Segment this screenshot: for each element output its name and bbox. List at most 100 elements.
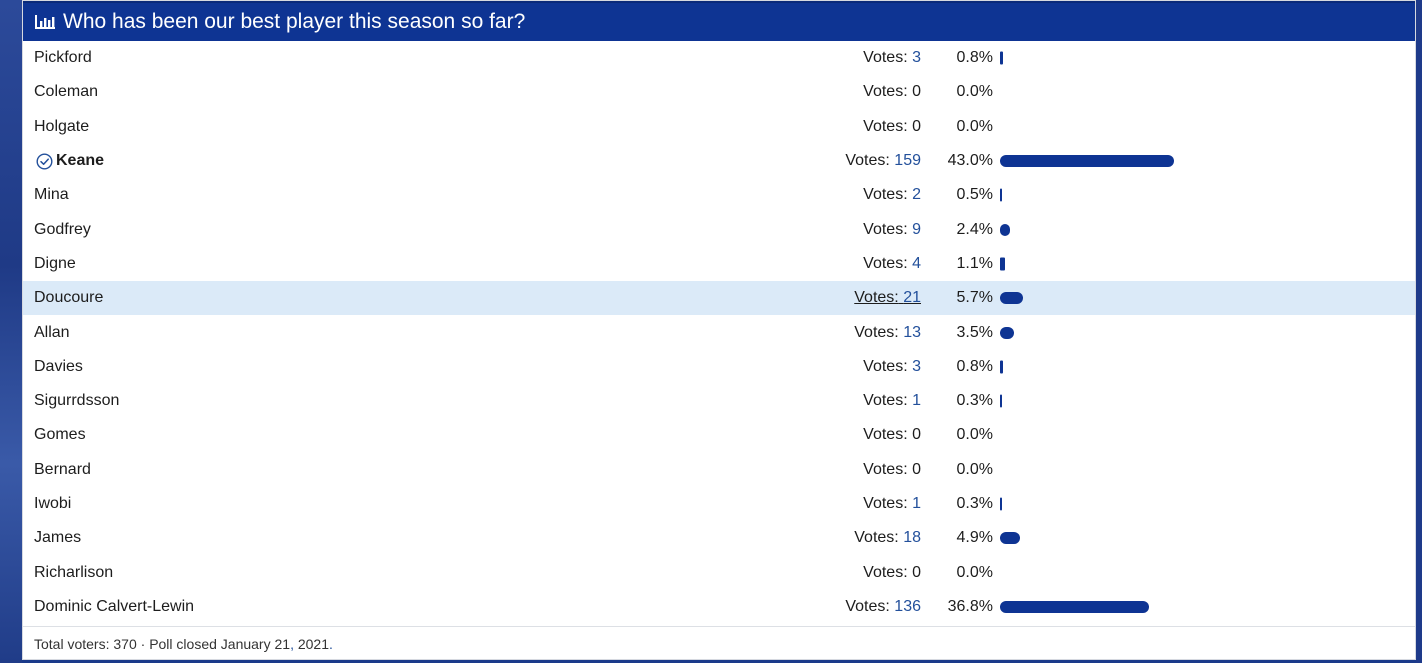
option-votes-link[interactable]: Votes: 13 (854, 324, 921, 342)
poll-option-row: Holgate Votes: 0 0.0% (23, 110, 1415, 144)
page-background (0, 0, 22, 663)
option-name: Digne (34, 255, 76, 273)
votes-label: Votes: (863, 254, 908, 272)
votes-label: Votes: (863, 117, 908, 135)
poll-option-row: Allan Votes: 13 3.5% (23, 315, 1415, 349)
option-label: Iwobi (34, 495, 72, 512)
option-percent: 0.8% (956, 357, 993, 375)
option-result-bar (1000, 532, 1020, 545)
poll-title: Who has been our best player this season… (63, 10, 526, 33)
poll-block: Who has been our best player this season… (22, 0, 1416, 660)
option-result-bar (1000, 223, 1010, 236)
votes-count: 0 (912, 563, 921, 581)
votes-label: Votes: (863, 83, 908, 101)
option-votes-link[interactable]: Votes: 21 (854, 289, 921, 307)
bar-chart-icon (34, 12, 56, 29)
option-result-bar (1000, 360, 1004, 374)
option-name: Bernard (34, 461, 91, 479)
option-name: Gomes (34, 426, 86, 444)
option-votes-link[interactable]: Votes: 9 (863, 221, 921, 239)
voted-check-icon (36, 153, 53, 170)
option-votes-link[interactable]: Votes: 3 (863, 358, 921, 376)
option-name: Pickford (34, 49, 92, 67)
votes-count: 0 (912, 460, 921, 478)
footer-separator: · (136, 636, 150, 652)
votes-count: 1 (912, 495, 921, 512)
option-percent: 4.9% (956, 529, 993, 547)
option-votes-link[interactable]: Votes: 1 (863, 495, 921, 513)
votes-count: 9 (912, 220, 921, 238)
option-percent: 0.5% (956, 186, 993, 204)
option-label: Digne (34, 254, 76, 272)
option-name: Coleman (34, 83, 98, 101)
option-label: Bernard (34, 460, 91, 478)
total-voters: Total voters: 370 (34, 636, 137, 652)
votes-label: Votes: (863, 460, 908, 478)
option-votes-link: Votes: 0 (863, 461, 921, 479)
option-label: James (34, 529, 82, 547)
option-result-bar (1000, 292, 1024, 305)
option-percent: 0.0% (956, 83, 993, 101)
votes-count: 0 (912, 426, 921, 444)
option-percent: 1.1% (956, 254, 993, 272)
option-name: Iwobi (34, 495, 71, 513)
option-votes-link: Votes: 0 (863, 426, 921, 444)
option-votes-link[interactable]: Votes: 18 (854, 529, 921, 547)
poll-option-row: Bernard Votes: 0 0.0% (23, 453, 1415, 487)
option-label: Godfrey (34, 220, 91, 238)
votes-count: 18 (903, 529, 921, 547)
option-label: Coleman (34, 83, 99, 101)
votes-label: Votes: (863, 357, 908, 375)
option-label: Gomes (34, 426, 86, 444)
option-percent: 3.5% (956, 323, 993, 341)
option-name: Holgate (34, 118, 89, 136)
option-votes-link[interactable]: Votes: 3 (863, 49, 921, 67)
option-result-bar (1000, 257, 1005, 271)
option-votes-link[interactable]: Votes: 159 (845, 152, 921, 170)
votes-count: 2 (912, 186, 921, 204)
votes-label: Votes: (854, 323, 899, 341)
option-percent: 0.8% (956, 49, 993, 67)
poll-option-row: James Votes: 18 4.9% (23, 521, 1415, 555)
poll-closed-period: . (329, 636, 333, 652)
votes-count: 21 (903, 289, 921, 307)
poll-closed-year: 2021 (293, 636, 329, 652)
poll-option-row: Mina Votes: 2 0.5% (23, 178, 1415, 212)
option-label: Mina (34, 186, 69, 204)
votes-count: 0 (912, 117, 921, 135)
poll-option-row: Keane Votes: 159 43.0% (23, 144, 1415, 178)
option-percent: 43.0% (947, 152, 993, 170)
option-name: James (34, 529, 81, 547)
poll-option-row: Richarlison Votes: 0 0.0% (23, 555, 1415, 589)
votes-label: Votes: (845, 152, 890, 170)
option-name: Davies (34, 358, 83, 376)
option-name: Dominic Calvert-Lewin (34, 598, 194, 616)
poll-closed-text: Poll closed January 21 (149, 636, 291, 652)
option-votes-link[interactable]: Votes: 4 (863, 255, 921, 273)
page-background-right (1416, 0, 1422, 663)
option-label: Holgate (34, 117, 90, 135)
poll-option-row: Iwobi Votes: 1 0.3% (23, 487, 1415, 521)
option-votes-link: Votes: 0 (863, 564, 921, 582)
votes-label: Votes: (845, 597, 890, 615)
option-percent: 0.3% (956, 392, 993, 410)
option-percent: 5.7% (956, 289, 993, 307)
option-name: Doucoure (34, 289, 103, 307)
votes-label: Votes: (863, 186, 908, 204)
votes-label: Votes: (863, 495, 908, 512)
votes-label: Votes: (854, 529, 899, 547)
poll-option-row: Godfrey Votes: 9 2.4% (23, 212, 1415, 246)
votes-label: Votes: (863, 392, 908, 410)
option-votes-link[interactable]: Votes: 136 (845, 598, 921, 616)
option-label: Keane (56, 152, 105, 170)
option-result-bar (1000, 497, 1002, 511)
poll-options: Pickford Votes: 3 0.8% Coleman Votes: 0 0.0% H… (23, 41, 1415, 624)
votes-count: 159 (894, 152, 921, 170)
option-votes-link[interactable]: Votes: 2 (863, 186, 921, 204)
poll-option-row: Digne Votes: 4 1.1% (23, 247, 1415, 281)
option-votes-link[interactable]: Votes: 1 (863, 392, 921, 410)
poll-header: Who has been our best player this season… (23, 1, 1415, 41)
option-name: Mina (34, 186, 69, 204)
option-votes-link: Votes: 0 (863, 83, 921, 101)
option-percent: 36.8% (947, 597, 993, 615)
